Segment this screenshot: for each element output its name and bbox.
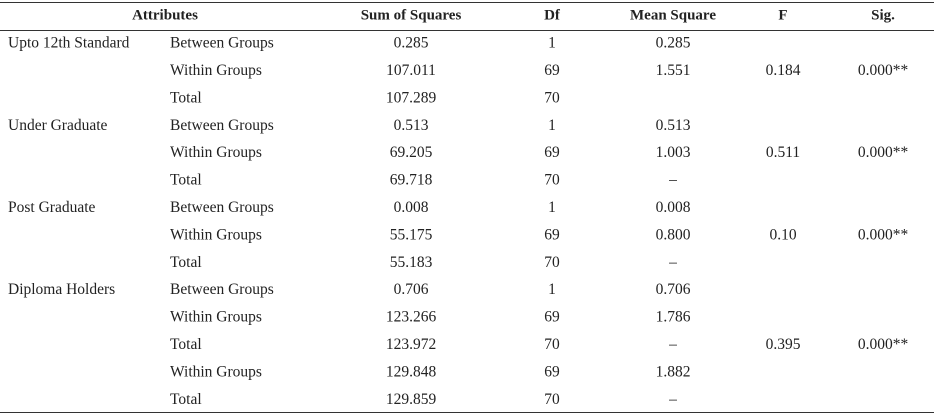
group-cell: Total <box>170 172 202 189</box>
sum-of-squares-cell: 69.718 <box>390 172 433 189</box>
mean-square-cell: 1.003 <box>656 144 691 161</box>
attribute-cell: Upto 12th Standard <box>8 35 130 52</box>
group-cell: Total <box>170 336 202 353</box>
header-cell: Df <box>544 7 561 23</box>
group-cell: Within Groups <box>170 62 262 79</box>
sum-of-squares-cell: 129.859 <box>386 391 437 408</box>
group-cell: Total <box>170 89 202 106</box>
df-cell: 69 <box>544 226 560 243</box>
sum-of-squares-cell: 107.289 <box>386 89 437 106</box>
sum-of-squares-cell: 69.205 <box>390 144 433 161</box>
mean-square-cell: 1.882 <box>656 363 691 380</box>
group-cell: Between Groups <box>170 281 274 298</box>
group-cell: Total <box>170 391 202 408</box>
significance-cell: 0.000** <box>858 62 909 79</box>
mean-square-cell: 0.008 <box>656 199 691 216</box>
mean-square-cell: – <box>668 172 677 189</box>
f-value-cell: 0.511 <box>766 144 800 161</box>
group-cell: Within Groups <box>170 309 262 326</box>
group-cell: Within Groups <box>170 144 262 161</box>
mean-square-cell: – <box>668 391 677 408</box>
sum-of-squares-cell: 123.266 <box>386 309 437 326</box>
df-cell: 70 <box>544 172 560 189</box>
sum-of-squares-cell: 129.848 <box>386 363 437 380</box>
header-cell: F <box>778 7 787 23</box>
group-cell: Total <box>170 254 202 271</box>
header-cell: Sig. <box>871 7 895 23</box>
sum-of-squares-cell: 0.008 <box>394 199 429 216</box>
mean-square-cell: 0.706 <box>656 281 691 298</box>
f-value-cell: 0.10 <box>769 226 796 243</box>
sum-of-squares-cell: 107.011 <box>386 62 436 79</box>
sum-of-squares-cell: 0.285 <box>394 35 429 52</box>
attribute-cell: Under Graduate <box>8 117 108 134</box>
group-cell: Between Groups <box>170 117 274 134</box>
df-cell: 69 <box>544 363 560 380</box>
group-cell: Between Groups <box>170 35 274 52</box>
group-cell: Within Groups <box>170 226 262 243</box>
df-cell: 69 <box>544 62 560 79</box>
sum-of-squares-cell: 123.972 <box>386 336 436 353</box>
mean-square-cell: 1.786 <box>656 309 691 326</box>
significance-cell: 0.000** <box>858 144 909 161</box>
mean-square-cell: 0.800 <box>656 226 691 243</box>
mean-square-cell: 1.551 <box>656 62 691 79</box>
sum-of-squares-cell: 0.513 <box>394 117 429 134</box>
attribute-cell: Diploma Holders <box>8 281 115 298</box>
df-cell: 70 <box>544 391 560 408</box>
mean-square-cell: – <box>668 254 677 271</box>
mean-square-cell: – <box>668 336 677 353</box>
sum-of-squares-cell: 55.175 <box>390 226 433 243</box>
mean-square-cell: 0.285 <box>656 35 691 52</box>
df-cell: 69 <box>544 309 560 326</box>
header-cell: Sum of Squares <box>361 7 462 23</box>
group-cell: Within Groups <box>170 363 262 380</box>
sum-of-squares-cell: 0.706 <box>394 281 429 298</box>
df-cell: 70 <box>544 336 560 353</box>
significance-cell: 0.000** <box>858 226 909 243</box>
significance-cell: 0.000** <box>858 336 909 353</box>
mean-square-cell: 0.513 <box>656 117 691 134</box>
df-cell: 1 <box>548 199 556 216</box>
attribute-cell: Post Graduate <box>8 199 96 216</box>
df-cell: 1 <box>548 35 556 52</box>
f-value-cell: 0.184 <box>766 62 801 79</box>
df-cell: 70 <box>544 254 560 271</box>
sum-of-squares-cell: 55.183 <box>390 254 433 271</box>
df-cell: 69 <box>544 144 560 161</box>
f-value-cell: 0.395 <box>766 336 801 353</box>
df-cell: 1 <box>548 281 556 298</box>
header-cell: Attributes <box>132 7 198 23</box>
df-cell: 1 <box>548 117 556 134</box>
group-cell: Between Groups <box>170 199 274 216</box>
header-cell: Mean Square <box>630 7 716 23</box>
df-cell: 70 <box>544 89 560 106</box>
